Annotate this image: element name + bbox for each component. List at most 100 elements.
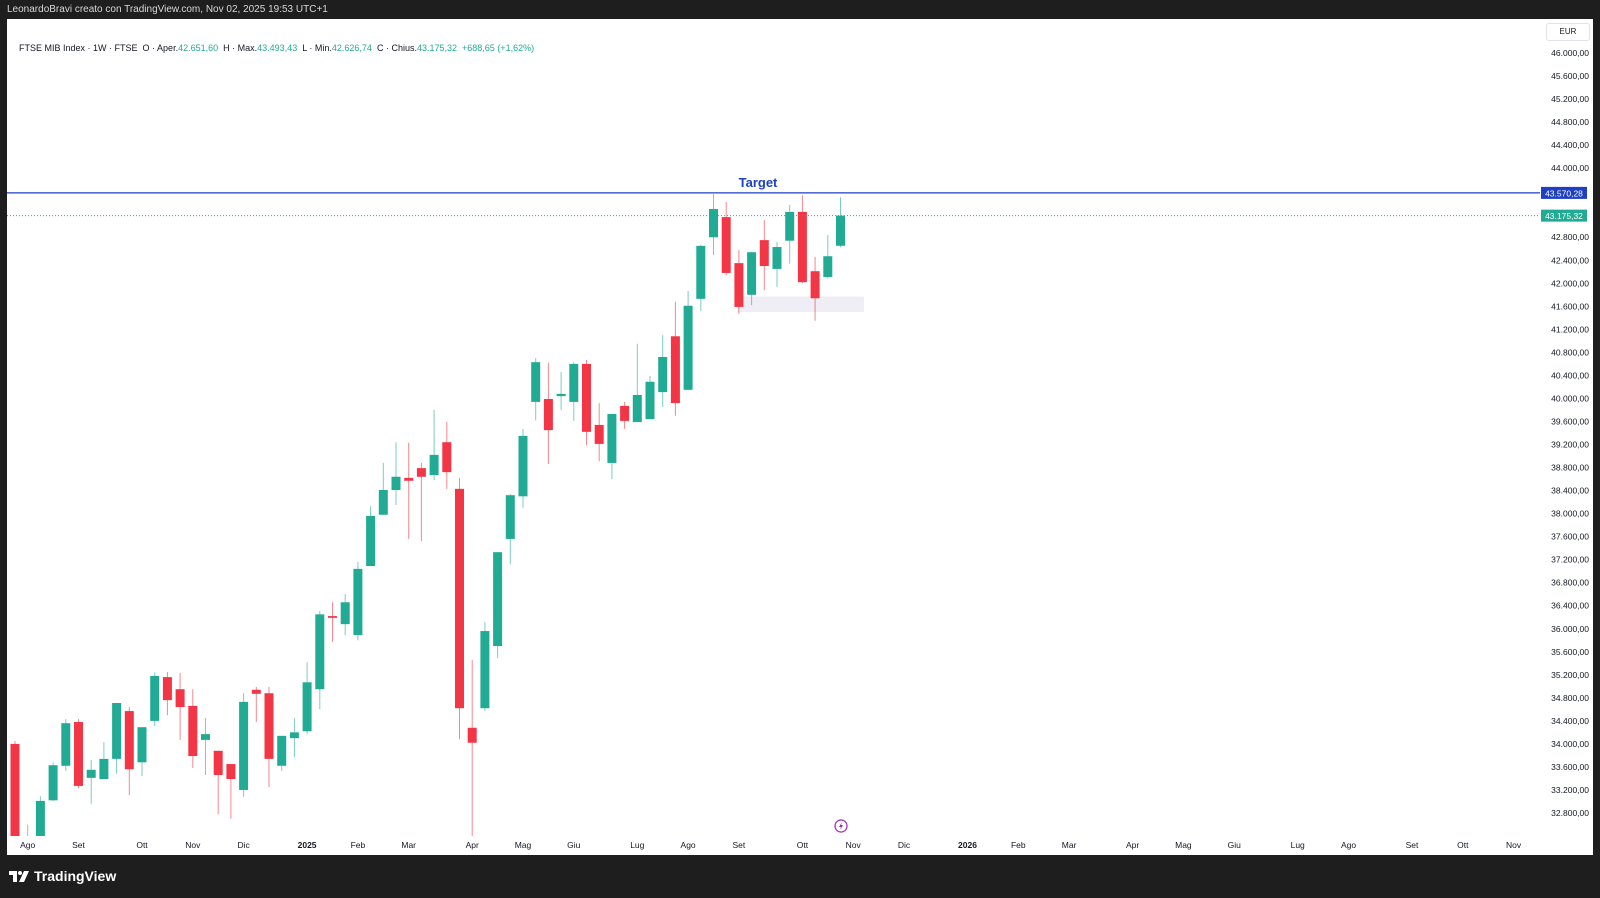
candle-down [759,240,769,267]
candle-down [594,424,604,444]
close-label: C · Chius. [376,43,417,53]
open-value: 42.651,60 [178,43,219,53]
price-tick-label: 40.800,00 [1551,347,1589,357]
price-tick-label: 44.000,00 [1551,163,1589,173]
candle-down [467,727,477,743]
candle-up [531,362,541,402]
candle-up [201,734,210,740]
price-tick-label: 34.800,00 [1551,693,1589,703]
candle-down [124,711,134,770]
price-tick-label: 42.400,00 [1551,255,1589,265]
price-tick-label: 37.200,00 [1551,555,1589,565]
time-tick-label: Mar [1062,840,1077,850]
candle-up [302,682,312,732]
price-tick-label: 44.400,00 [1551,140,1589,150]
candle-down [188,705,198,756]
last-price-label: 43.175,32 [1545,211,1583,221]
candle-down [10,743,20,836]
time-tick-label: Dic [237,840,250,850]
candle-up [747,252,757,295]
price-tick-label: 41.600,00 [1551,301,1589,311]
candlestick-chart[interactable]: Target 43.570,28 43.175,32 46.000,00 45.600,… [7,19,1593,855]
candle-up [556,393,566,397]
time-tick-label: Feb [1011,840,1026,850]
low-value: 42.626,74 [331,43,372,53]
support-zone [736,296,864,313]
price-tick-label: 38.400,00 [1551,486,1589,496]
price-tick-label: 40.000,00 [1551,393,1589,403]
candle-up [48,765,58,801]
candle-up [112,703,122,759]
price-tick-label: 42.000,00 [1551,278,1589,288]
time-tick-label: 2026 [958,840,977,850]
candle-up [785,211,795,241]
candle-up [353,568,363,636]
candle-up [772,247,782,269]
price-tick-label: 39.600,00 [1551,416,1589,426]
lightning-icon-circle [834,819,848,833]
time-tick-label: Set [72,840,85,850]
time-tick-label: Ott [797,840,809,850]
candle-up [35,800,45,836]
lightning-icon [834,819,848,833]
watermark-header: LeonardoBravi creato con TradingView.com… [0,0,1600,19]
candle-down [74,722,83,786]
price-tick-label: 32.800,00 [1551,808,1589,818]
price-tick-label: 45.200,00 [1551,94,1589,104]
candle-up [289,732,299,739]
candle-down [734,263,744,307]
candle-up [239,701,249,790]
candle-down [264,693,274,759]
candle-up [429,454,439,476]
high-value: 43.493,43 [257,43,298,53]
candle-up [645,381,655,420]
symbol-name[interactable]: FTSE MIB Index · 1W · FTSE [19,43,138,53]
tradingview-logo-icon [9,870,29,882]
price-tick-label: 39.200,00 [1551,440,1589,450]
time-tick-label: Ago [20,840,35,850]
time-tick-label: Apr [1126,840,1139,850]
header-text: LeonardoBravi creato con TradingView.com… [7,4,328,15]
price-tick-label: 33.200,00 [1551,785,1589,795]
time-tick-label: Ott [136,840,148,850]
price-tick-label: 41.200,00 [1551,324,1589,334]
time-tick-label: 2025 [298,840,317,850]
last-price-tag [1541,209,1587,222]
candle-up [518,435,528,497]
candle-down [162,677,172,701]
target-price-label: 43.570,28 [1545,188,1583,198]
candle-up [823,256,833,277]
price-tick-label: 34.400,00 [1551,716,1589,726]
candle-up [480,631,490,709]
time-tick-label: Lug [1291,840,1305,850]
price-tick-label: 33.600,00 [1551,762,1589,772]
time-tick-label: Nov [846,840,862,850]
candle-up [99,758,109,780]
time-tick-label: Apr [466,840,479,850]
price-tick-label: 45.600,00 [1551,71,1589,81]
price-tick-label: 44.800,00 [1551,117,1589,127]
candle-down [442,442,452,473]
price-tick-label: 37.600,00 [1551,532,1589,542]
candle-down [404,477,414,481]
time-tick-label: Giu [1228,840,1242,850]
price-tick-label: 36.400,00 [1551,601,1589,611]
time-tick-label: Ago [681,840,696,850]
currency-button[interactable]: EUR [1546,23,1590,41]
time-tick-label: Mag [1175,840,1192,850]
chart-pane[interactable]: Target 43.570,28 43.175,32 46.000,00 45.600,… [7,19,1593,855]
plot-area [7,192,1540,836]
close-value: 43.175,32 [416,43,458,53]
price-tick-label: 46.000,00 [1551,48,1589,58]
time-tick-label: Ago [1341,840,1356,850]
candle-up [86,769,96,778]
price-tick-label: 36.000,00 [1551,624,1589,634]
candle-up [569,363,579,402]
candle-down [620,405,630,421]
time-tick-label: Set [733,840,746,850]
candle-up [632,394,642,423]
low-label: L · Min. [302,43,332,53]
time-tick-label: Set [1406,840,1419,850]
open-label: O · Aper. [142,43,179,53]
price-tick-label: 35.200,00 [1551,670,1589,680]
